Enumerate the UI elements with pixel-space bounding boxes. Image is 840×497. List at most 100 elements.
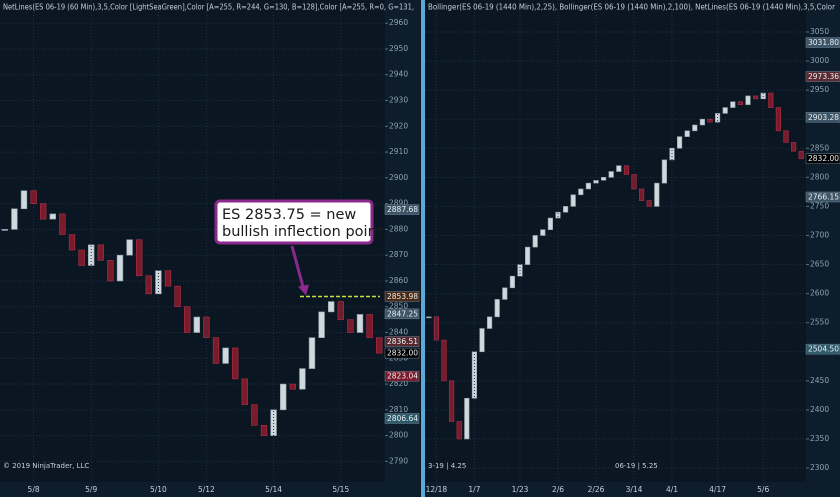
candle xyxy=(426,316,432,319)
candle xyxy=(68,234,76,251)
y-tick-label: 2850 xyxy=(810,143,829,152)
candle xyxy=(97,244,104,261)
y-tick-label: 2800 xyxy=(810,172,829,181)
candle xyxy=(260,424,268,436)
candle xyxy=(145,275,152,295)
y-tick-label: 2850 xyxy=(389,302,408,311)
y-tick-label: 2700 xyxy=(810,230,829,239)
price-box xyxy=(384,291,420,302)
candle xyxy=(585,182,591,190)
x-tick-label: 5/6 xyxy=(757,485,769,494)
price-box xyxy=(384,308,420,320)
candle xyxy=(555,211,561,219)
pane-divider xyxy=(421,0,425,497)
price-box xyxy=(384,413,420,424)
x-tick-label: 1/23 xyxy=(512,485,529,494)
candle xyxy=(745,95,751,105)
candle xyxy=(356,314,364,333)
candle xyxy=(318,311,325,338)
candle xyxy=(540,229,546,236)
candle xyxy=(601,177,607,181)
candle xyxy=(479,328,485,353)
x-tick-label: 4/1 xyxy=(666,485,678,494)
candle xyxy=(684,130,690,137)
candle xyxy=(11,208,18,230)
candle xyxy=(707,118,713,123)
candle xyxy=(798,150,804,160)
candle xyxy=(1,229,8,231)
y-tick-label: 3000 xyxy=(810,56,829,65)
y-tick-label: 2840 xyxy=(389,328,408,337)
candle xyxy=(692,124,698,132)
y-tick-label: 2750 xyxy=(810,201,829,210)
price-box xyxy=(384,204,420,215)
candle xyxy=(783,130,789,143)
price-box-label: 2823.04 xyxy=(387,372,418,381)
callout-text: bullish inflection point. xyxy=(222,224,387,240)
candle xyxy=(116,254,124,282)
price-box-label: 2903.28 xyxy=(808,113,839,122)
candle xyxy=(20,190,28,210)
candle xyxy=(164,270,172,287)
time-axis xyxy=(0,482,420,497)
y-tick-label: 2900 xyxy=(389,173,408,182)
candle xyxy=(289,383,296,390)
price-box xyxy=(384,336,420,347)
y-tick-label: 2450 xyxy=(810,376,829,385)
candle xyxy=(308,337,316,369)
price-box-label: 2504.50 xyxy=(808,345,839,354)
candle xyxy=(184,306,191,333)
x-tick-label: 4/17 xyxy=(709,485,726,494)
candle xyxy=(661,159,667,184)
candle xyxy=(494,299,500,318)
candle xyxy=(753,95,759,100)
candle xyxy=(251,404,258,426)
candle xyxy=(433,316,439,341)
candle xyxy=(40,203,47,220)
price-box-label: 2832.00 xyxy=(808,154,839,163)
price-box xyxy=(384,347,420,359)
price-box xyxy=(805,191,840,203)
y-tick-label: 2550 xyxy=(810,318,829,327)
price-box xyxy=(805,112,840,123)
y-tick-label: 2940 xyxy=(389,70,408,79)
candle xyxy=(502,287,508,300)
x-tick-label: 5/14 xyxy=(265,485,282,494)
y-tick-label: 2920 xyxy=(389,121,408,130)
pane-header: Bollinger(ES 06-19 (1440 Min),2,25), Bol… xyxy=(428,3,836,12)
price-box-label: 2832.00 xyxy=(387,349,418,358)
candle xyxy=(30,190,37,204)
candle xyxy=(616,165,622,172)
x-tick-label: 1/7 xyxy=(468,485,480,494)
price-box-label: 2973.36 xyxy=(808,72,839,81)
price-box-label: 2887.68 xyxy=(387,205,418,214)
x-tick-label: 5/8 xyxy=(28,485,40,494)
candle xyxy=(547,217,553,230)
candle xyxy=(193,316,200,333)
candle xyxy=(270,409,277,436)
price-box xyxy=(805,343,840,355)
price-axis xyxy=(385,0,420,482)
y-tick-label: 2950 xyxy=(810,85,829,94)
price-box xyxy=(805,71,840,82)
y-tick-label: 2820 xyxy=(389,379,408,388)
candle xyxy=(174,285,181,308)
candle xyxy=(563,206,569,213)
candle xyxy=(347,319,354,333)
x-tick-label: 5/15 xyxy=(332,485,349,494)
y-tick-label: 2870 xyxy=(389,250,408,259)
footer-left: 3-19 | 4.25 xyxy=(428,462,466,470)
callout-arrow xyxy=(290,245,306,291)
callout-arrowhead xyxy=(298,284,309,296)
copyright: 06-19 | 5.25 xyxy=(615,462,658,470)
callout-box xyxy=(214,199,374,245)
candle xyxy=(791,142,797,152)
price-box-label: 2806.64 xyxy=(387,414,418,423)
x-tick-label: 2/26 xyxy=(588,485,605,494)
y-tick-label: 2950 xyxy=(389,44,408,53)
y-tick-label: 2600 xyxy=(810,289,829,298)
price-box-label: 2836.51 xyxy=(387,337,418,346)
price-box xyxy=(805,153,840,164)
candle xyxy=(768,92,774,108)
candle xyxy=(737,101,743,105)
